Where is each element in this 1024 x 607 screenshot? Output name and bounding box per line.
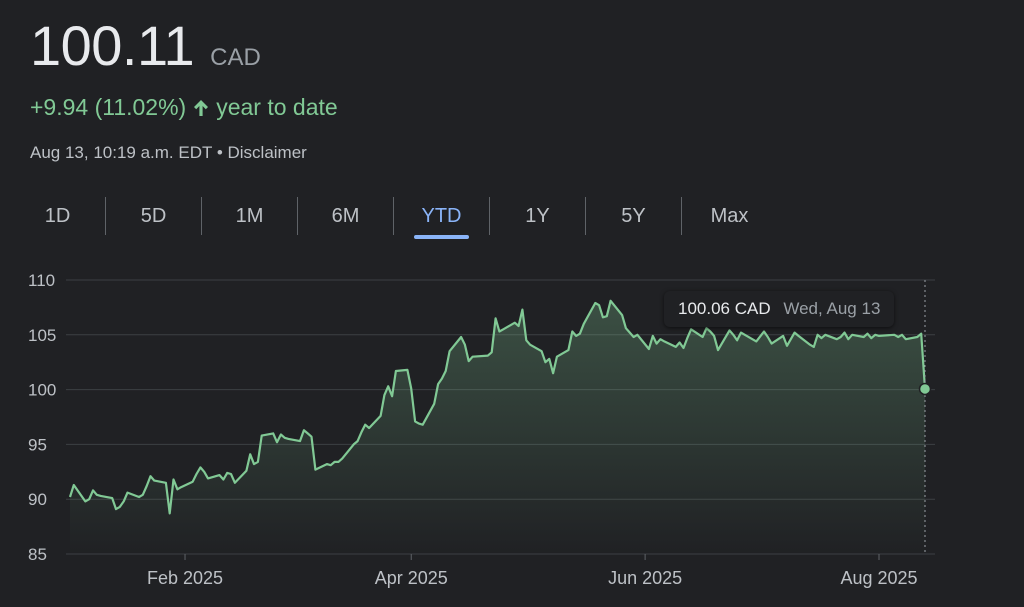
tab-divider xyxy=(393,197,394,235)
x-tick-label: Jun 2025 xyxy=(608,568,682,588)
range-tabs: 1D 5D 1M 6M YTD 1Y 5Y Max xyxy=(10,196,790,240)
hover-point xyxy=(918,382,932,396)
tab-divider xyxy=(585,197,586,235)
price-line xyxy=(68,299,927,515)
change-period: year to date xyxy=(216,94,338,120)
tab-divider xyxy=(105,197,106,235)
tab-1d[interactable]: 1D xyxy=(44,205,71,227)
tab-max[interactable]: Max xyxy=(710,205,749,227)
x-tick-label: Apr 2025 xyxy=(375,568,448,588)
tab-1m[interactable]: 1M xyxy=(235,205,264,227)
disclaimer-link[interactable]: Disclaimer xyxy=(227,143,307,162)
tooltip-date: Wed, Aug 13 xyxy=(783,299,881,318)
quote-header: 100.11 CAD xyxy=(30,18,261,74)
x-tick-label: Feb 2025 xyxy=(147,568,223,588)
y-tick-label: 90 xyxy=(28,490,47,509)
quote-timestamp: Aug 13, 10:19 a.m. EDT xyxy=(30,143,213,162)
separator-dot: • xyxy=(216,143,223,162)
y-tick-label: 100 xyxy=(28,381,56,400)
y-tick-label: 105 xyxy=(28,326,56,345)
tab-1y[interactable]: 1Y xyxy=(525,205,550,227)
change-value: +9.94 (11.02%) xyxy=(30,94,187,120)
price-chart[interactable]: 85 90 95 100 105 110 Feb 2025 Apr 2025 Jun 2025… xyxy=(0,260,1024,607)
tab-divider xyxy=(201,197,202,235)
y-tick-label: 85 xyxy=(28,545,47,564)
tab-divider xyxy=(297,197,298,235)
currency-label: CAD xyxy=(210,44,261,71)
price-change: +9.94 (11.02%) year to date xyxy=(30,94,338,121)
y-tick-label: 110 xyxy=(28,271,55,290)
tab-ytd[interactable]: YTD xyxy=(394,196,489,239)
price-area-fill xyxy=(70,300,925,554)
arrow-up-icon xyxy=(194,99,209,116)
tab-6m[interactable]: 6M xyxy=(331,205,360,227)
tab-divider xyxy=(681,197,682,235)
tab-divider xyxy=(489,197,490,235)
tooltip-price: 100.06 CAD xyxy=(678,299,771,318)
y-tick-label: 95 xyxy=(28,435,47,454)
hover-tooltip: 100.06 CAD Wed, Aug 13 xyxy=(664,291,895,327)
tab-5y[interactable]: 5Y xyxy=(621,205,646,227)
timestamp-row: Aug 13, 10:19 a.m. EDT • Disclaimer xyxy=(30,143,307,163)
tab-5d[interactable]: 5D xyxy=(140,205,167,227)
x-tick-label: Aug 2025 xyxy=(840,568,917,588)
current-price: 100.11 xyxy=(30,14,195,77)
